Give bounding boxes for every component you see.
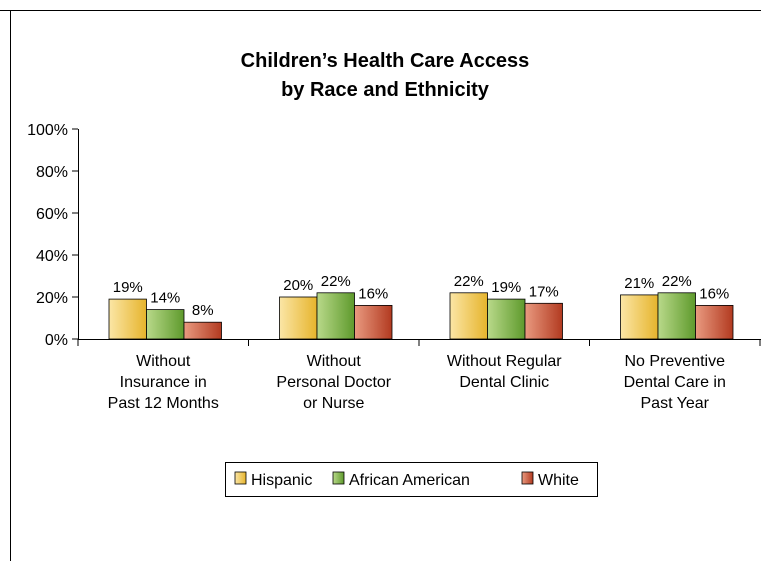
data-label: 22%	[662, 273, 692, 290]
x-category-label: Past 12 Months	[108, 395, 219, 412]
x-category-label: Dental Clinic	[459, 374, 549, 391]
legend-box	[225, 462, 598, 497]
chart-title-line-1: Children’s Health Care Access	[241, 50, 530, 72]
data-label: 22%	[454, 273, 484, 290]
y-tick-label: 40%	[36, 248, 68, 265]
x-category-label: No Preventive	[625, 353, 726, 370]
data-label: 22%	[321, 273, 351, 290]
bar-white	[354, 304, 393, 340]
x-category-label: Dental Care in	[624, 374, 726, 391]
legend-label: Hispanic	[251, 472, 312, 489]
x-category-label: Insurance in	[120, 374, 207, 391]
legend-swatch	[521, 471, 534, 485]
x-category-label: Past Year	[641, 395, 710, 412]
bar-african-american	[146, 309, 185, 340]
legend-label: African American	[349, 472, 470, 489]
data-label: 19%	[491, 279, 521, 296]
data-label: 20%	[283, 277, 313, 294]
x-category-label: Without	[307, 353, 362, 370]
bar-white	[695, 304, 734, 340]
bar-white	[183, 321, 222, 340]
bar-white	[524, 302, 563, 340]
y-tick-label: 100%	[27, 122, 68, 139]
y-tick-label: 60%	[36, 206, 68, 223]
bar-african-american	[316, 292, 355, 340]
data-label: 19%	[113, 279, 143, 296]
legend-swatch	[234, 471, 247, 485]
bar-hispanic	[108, 298, 147, 340]
legend: Hispanic African American White	[225, 462, 598, 497]
data-label: 17%	[529, 283, 559, 300]
chart-title-line-2: by Race and Ethnicity	[281, 79, 490, 101]
bar-african-american	[657, 292, 696, 340]
data-label: 14%	[150, 290, 180, 307]
x-category-label: Without	[136, 353, 191, 370]
y-tick-label: 0%	[45, 332, 68, 349]
y-tick-label: 80%	[36, 164, 68, 181]
data-label: 16%	[358, 285, 388, 302]
legend-label: White	[538, 472, 579, 489]
plot-area: 0% 20% 40% 60% 80% 100% 19% 14% 8% Without Insuran…	[27, 122, 761, 412]
x-category-label: Without Regular	[447, 353, 562, 370]
data-label: 21%	[624, 275, 654, 292]
bar-hispanic	[449, 292, 488, 340]
bar-african-american	[487, 298, 526, 340]
bar-hispanic	[279, 296, 318, 340]
x-category-label: Personal Doctor	[276, 374, 391, 391]
bar-hispanic	[620, 294, 659, 340]
y-tick-label: 20%	[36, 290, 68, 307]
x-category-label: or Nurse	[303, 395, 364, 412]
legend-swatch	[332, 471, 345, 485]
data-label: 8%	[192, 302, 214, 319]
data-label: 16%	[699, 285, 729, 302]
